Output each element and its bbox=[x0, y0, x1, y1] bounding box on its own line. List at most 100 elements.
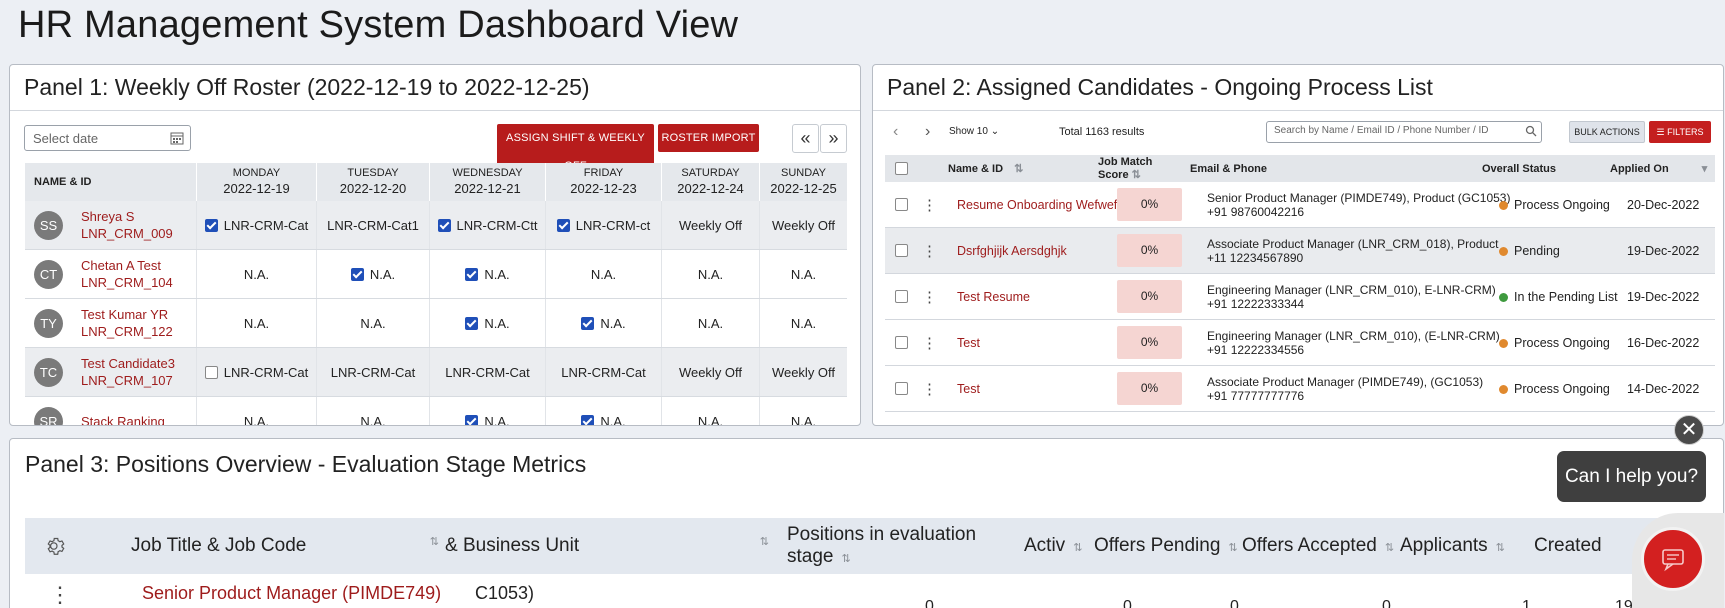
page-title: HR Management System Dashboard View bbox=[18, 4, 739, 46]
candidate-name[interactable]: Test bbox=[957, 335, 980, 350]
select-all-checkbox[interactable] bbox=[895, 162, 908, 175]
shift-cell[interactable]: N.A. bbox=[661, 250, 759, 298]
shift-cell[interactable]: LNR-CRM-Cat bbox=[545, 348, 661, 396]
employee-name-id[interactable]: Chetan A Test LNR_CRM_104 bbox=[81, 257, 173, 291]
settings-gear-icon[interactable] bbox=[45, 535, 67, 557]
row-menu-kebab-icon[interactable]: ⋮ bbox=[49, 582, 71, 607]
page-size-select[interactable]: Show 10 ⌄ bbox=[949, 126, 999, 137]
row-checkbox[interactable] bbox=[895, 244, 908, 257]
checked-checkbox[interactable] bbox=[437, 218, 451, 232]
row-menu-kebab-icon[interactable]: ⋮ bbox=[922, 196, 937, 214]
candidate-search-input[interactable]: Search by Name / Email ID / Phone Number… bbox=[1266, 121, 1542, 143]
shift-cell[interactable]: N.A. bbox=[196, 299, 316, 347]
checked-checkbox[interactable] bbox=[465, 267, 479, 281]
candidate-row: ⋮ Resume Onboarding Wefwef 0% Senior Produc… bbox=[885, 182, 1715, 228]
shift-cell[interactable]: N.A. bbox=[316, 299, 429, 347]
shift-cell[interactable]: Weekly Off bbox=[661, 201, 759, 249]
employee-name-id[interactable]: Shreya S LNR_CRM_009 bbox=[81, 208, 173, 242]
shift-cell[interactable]: Weekly Off bbox=[759, 201, 847, 249]
shift-cell[interactable]: N.A. bbox=[316, 397, 429, 425]
col-job-match[interactable]: Job Match Score ⇅ bbox=[1098, 156, 1190, 181]
checked-checkbox[interactable] bbox=[350, 267, 364, 281]
bulk-actions-button[interactable]: BULK ACTIONS bbox=[1569, 121, 1645, 143]
row-checkbox[interactable] bbox=[895, 198, 908, 211]
col-applied-on[interactable]: Applied On ▾ bbox=[1610, 162, 1707, 175]
shift-cell[interactable]: LNR-CRM-Cat bbox=[196, 348, 316, 396]
shift-cell[interactable]: N.A. bbox=[316, 250, 429, 298]
shift-cell[interactable]: N.A. bbox=[661, 397, 759, 425]
roster-import-button[interactable]: ROSTER IMPORT bbox=[658, 124, 759, 152]
shift-cell[interactable]: N.A. bbox=[759, 397, 847, 426]
row-checkbox[interactable] bbox=[895, 382, 908, 395]
shift-cell[interactable]: N.A. bbox=[545, 299, 661, 347]
chevron-left-icon[interactable]: ‹ bbox=[893, 123, 899, 140]
candidate-name[interactable]: Test bbox=[957, 381, 980, 396]
shift-label: N.A. bbox=[790, 413, 817, 426]
candidate-name[interactable]: Resume Onboarding Wefwef bbox=[957, 197, 1117, 212]
col-active[interactable]: Activ ⇅ bbox=[1024, 535, 1094, 557]
shift-cell[interactable]: N.A. bbox=[429, 397, 545, 425]
row-checkbox[interactable] bbox=[895, 336, 908, 349]
col-offers-pending[interactable]: Offers Pending ⇅ bbox=[1094, 535, 1242, 557]
candidate-name[interactable]: Test Resume bbox=[957, 289, 1030, 304]
job-info: Engineering Manager (LNR_CRM_010), E-LNR… bbox=[1207, 282, 1496, 297]
shift-cell[interactable]: N.A. bbox=[429, 250, 545, 298]
next-week-button[interactable]: » bbox=[820, 124, 847, 153]
sort-icon: ⇅ bbox=[759, 536, 769, 548]
checked-checkbox[interactable] bbox=[204, 218, 218, 232]
col-eval-stage[interactable]: Positions in evaluation stage ⇅ bbox=[769, 524, 1024, 568]
row-menu-kebab-icon[interactable]: ⋮ bbox=[922, 242, 937, 260]
checked-checkbox[interactable] bbox=[556, 218, 570, 232]
checked-checkbox[interactable] bbox=[465, 414, 479, 425]
unchecked-checkbox[interactable] bbox=[204, 365, 218, 379]
shift-cell[interactable]: N.A. bbox=[661, 299, 759, 347]
chat-close-icon[interactable]: ✕ bbox=[1674, 415, 1704, 445]
shift-cell[interactable]: N.A. bbox=[545, 397, 661, 425]
weekly-off-roster-panel: Panel 1: Weekly Off Roster (2022-12-19 t… bbox=[9, 64, 861, 426]
overall-status: In the Pending List bbox=[1499, 290, 1627, 304]
chat-launcher-button[interactable] bbox=[1632, 513, 1724, 608]
shift-cell[interactable]: Weekly Off bbox=[661, 348, 759, 396]
position-job-title[interactable]: Senior Product Manager (PIMDE749) bbox=[142, 583, 442, 603]
row-menu-kebab-icon[interactable]: ⋮ bbox=[922, 288, 937, 306]
shift-cell[interactable]: N.A. bbox=[196, 397, 316, 425]
checked-checkbox[interactable] bbox=[581, 414, 595, 425]
shift-cell[interactable]: LNR-CRM-ct bbox=[545, 201, 661, 249]
shift-cell[interactable]: N.A. bbox=[545, 250, 661, 298]
checked-checkbox[interactable] bbox=[581, 316, 595, 330]
employee-name-id[interactable]: Test Candidate3 LNR_CRM_107 bbox=[81, 355, 175, 389]
row-menu-kebab-icon[interactable]: ⋮ bbox=[922, 334, 937, 352]
col-business-unit[interactable]: & Business Unit ⇅ bbox=[439, 535, 769, 557]
date-picker-input[interactable]: Select date bbox=[24, 125, 191, 151]
prev-week-button[interactable]: « bbox=[792, 124, 819, 153]
search-icon[interactable] bbox=[1525, 125, 1537, 137]
shift-cell[interactable]: LNR-CRM-Cat bbox=[316, 348, 429, 396]
chevron-right-icon[interactable]: › bbox=[925, 123, 931, 140]
col-applicants[interactable]: Applicants ⇅ bbox=[1400, 535, 1534, 557]
shift-cell[interactable]: LNR-CRM-Cat bbox=[196, 201, 316, 249]
filters-button[interactable]: ☰ FILTERS bbox=[1649, 121, 1711, 143]
shift-cell[interactable]: LNR-CRM-Cat bbox=[429, 348, 545, 396]
shift-cell[interactable]: N.A. bbox=[759, 299, 847, 347]
col-offers-accepted[interactable]: Offers Accepted ⇅ bbox=[1242, 535, 1400, 557]
chat-help-bubble[interactable]: Can I help you? bbox=[1557, 451, 1706, 502]
status-dot bbox=[1499, 246, 1508, 256]
shift-cell[interactable]: Weekly Off bbox=[759, 348, 847, 396]
row-checkbox[interactable] bbox=[895, 290, 908, 303]
day-name: TUESDAY bbox=[347, 167, 399, 179]
employee-name-id[interactable]: Stack Ranking bbox=[81, 413, 165, 426]
employee-name-id[interactable]: Test Kumar YR LNR_CRM_122 bbox=[81, 306, 173, 340]
shift-cell[interactable]: N.A. bbox=[759, 250, 847, 298]
shift-cell[interactable]: N.A. bbox=[429, 299, 545, 347]
col-name-id[interactable]: Name & ID ⇅ bbox=[948, 162, 1098, 175]
row-menu-kebab-icon[interactable]: ⋮ bbox=[922, 380, 937, 398]
status-label: Process Ongoing bbox=[1514, 197, 1610, 212]
candidate-row: ⋮ Test 0% Associate Product Manager (PIMDE7… bbox=[885, 366, 1715, 412]
candidate-name[interactable]: Dsrfghjijk Aersdghjk bbox=[957, 243, 1067, 258]
col-job-title[interactable]: Job Title & Job Code ⇅ bbox=[131, 535, 439, 557]
col-created[interactable]: Created bbox=[1534, 535, 1602, 556]
checked-checkbox[interactable] bbox=[465, 316, 479, 330]
shift-cell[interactable]: LNR-CRM-Ctt bbox=[429, 201, 545, 249]
shift-cell[interactable]: N.A. bbox=[196, 250, 316, 298]
shift-cell[interactable]: LNR-CRM-Cat1 bbox=[316, 201, 429, 249]
